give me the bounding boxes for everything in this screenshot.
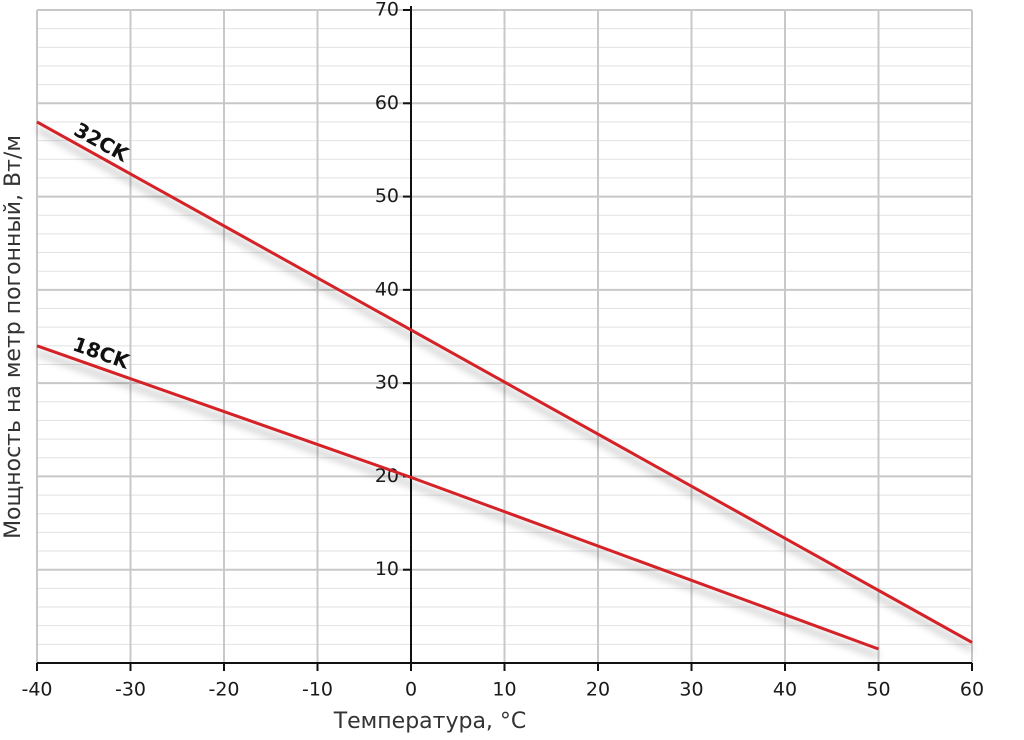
x-axis-title: Температура, °C — [333, 709, 527, 734]
series-line — [36, 344, 880, 651]
x-tick-label: 20 — [586, 679, 610, 701]
x-tick-label: -10 — [302, 679, 333, 701]
y-tick-label: 10 — [375, 558, 399, 580]
x-tick-label: 10 — [492, 679, 516, 701]
x-tick-label: -20 — [208, 679, 239, 701]
y-tick-label: 30 — [375, 372, 399, 394]
x-tick-label: -40 — [21, 679, 52, 701]
x-tick-label: -30 — [115, 679, 146, 701]
x-tick-label: 30 — [679, 679, 703, 701]
y-axis-title: Мощность на метр погонный, Вт/м — [1, 135, 26, 539]
series-label: 32CK — [70, 117, 134, 167]
y-tick-label: 40 — [375, 278, 399, 300]
x-tick-label: 40 — [773, 679, 797, 701]
y-tick-label: 70 — [375, 0, 399, 21]
y-tick-label: 60 — [375, 92, 399, 114]
y-tick-label: 50 — [375, 185, 399, 207]
x-tick-label: 50 — [866, 679, 890, 701]
x-tick-label: 60 — [960, 679, 984, 701]
x-tick-label: 0 — [405, 679, 417, 701]
series-line — [36, 120, 973, 644]
